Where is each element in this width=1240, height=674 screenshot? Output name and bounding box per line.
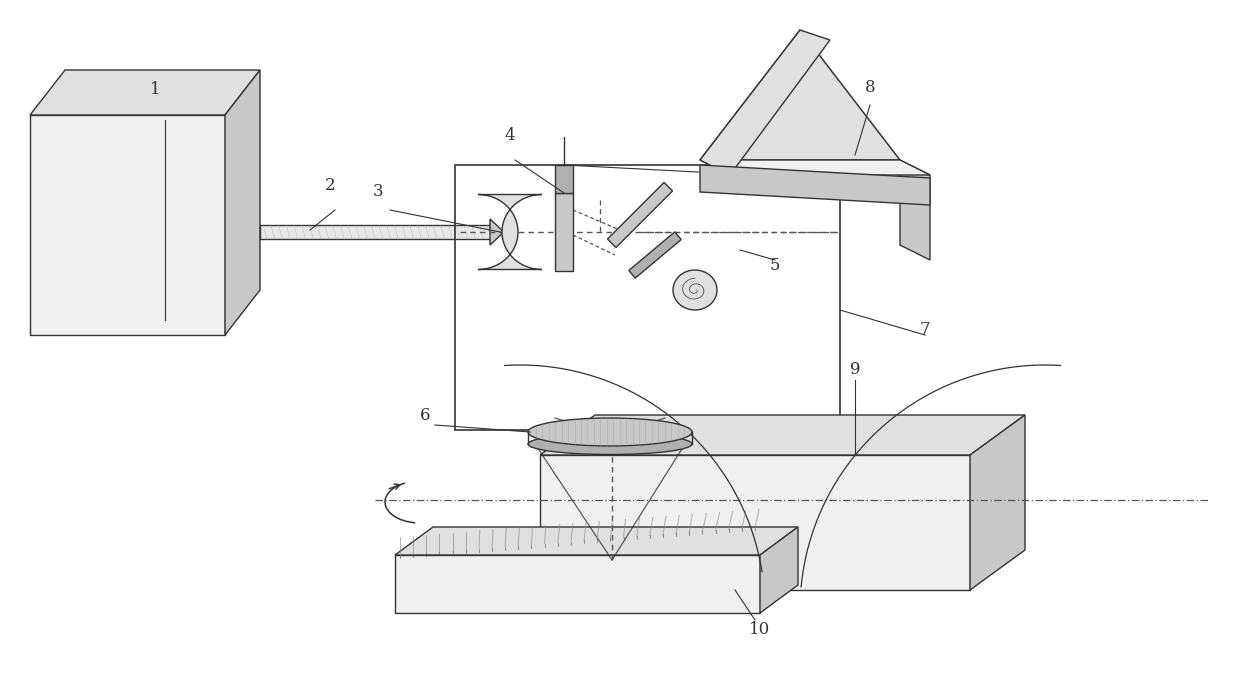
Polygon shape — [539, 455, 970, 590]
Polygon shape — [396, 555, 760, 613]
Text: 10: 10 — [749, 621, 770, 638]
Text: 9: 9 — [849, 361, 861, 379]
Ellipse shape — [528, 418, 692, 446]
Polygon shape — [396, 527, 799, 555]
Polygon shape — [701, 165, 930, 205]
Polygon shape — [701, 160, 930, 175]
Polygon shape — [490, 219, 503, 245]
Polygon shape — [30, 115, 224, 335]
Text: 3: 3 — [373, 183, 383, 200]
Polygon shape — [556, 165, 573, 193]
Polygon shape — [900, 160, 930, 260]
Text: 6: 6 — [420, 406, 430, 423]
Polygon shape — [970, 415, 1025, 590]
Polygon shape — [629, 232, 681, 278]
Polygon shape — [224, 70, 260, 335]
Text: 2: 2 — [325, 177, 335, 193]
Ellipse shape — [528, 433, 692, 454]
Polygon shape — [30, 70, 260, 115]
Text: 7: 7 — [920, 321, 930, 338]
Polygon shape — [260, 225, 490, 239]
Text: 4: 4 — [505, 127, 516, 144]
Polygon shape — [539, 415, 1025, 455]
Polygon shape — [701, 30, 900, 160]
Polygon shape — [701, 30, 830, 175]
Polygon shape — [608, 183, 672, 247]
Polygon shape — [556, 193, 573, 271]
Polygon shape — [477, 195, 542, 270]
Ellipse shape — [673, 270, 717, 310]
Text: 5: 5 — [770, 257, 780, 274]
Text: 1: 1 — [150, 82, 160, 98]
Text: 8: 8 — [864, 80, 875, 96]
Polygon shape — [760, 527, 799, 613]
